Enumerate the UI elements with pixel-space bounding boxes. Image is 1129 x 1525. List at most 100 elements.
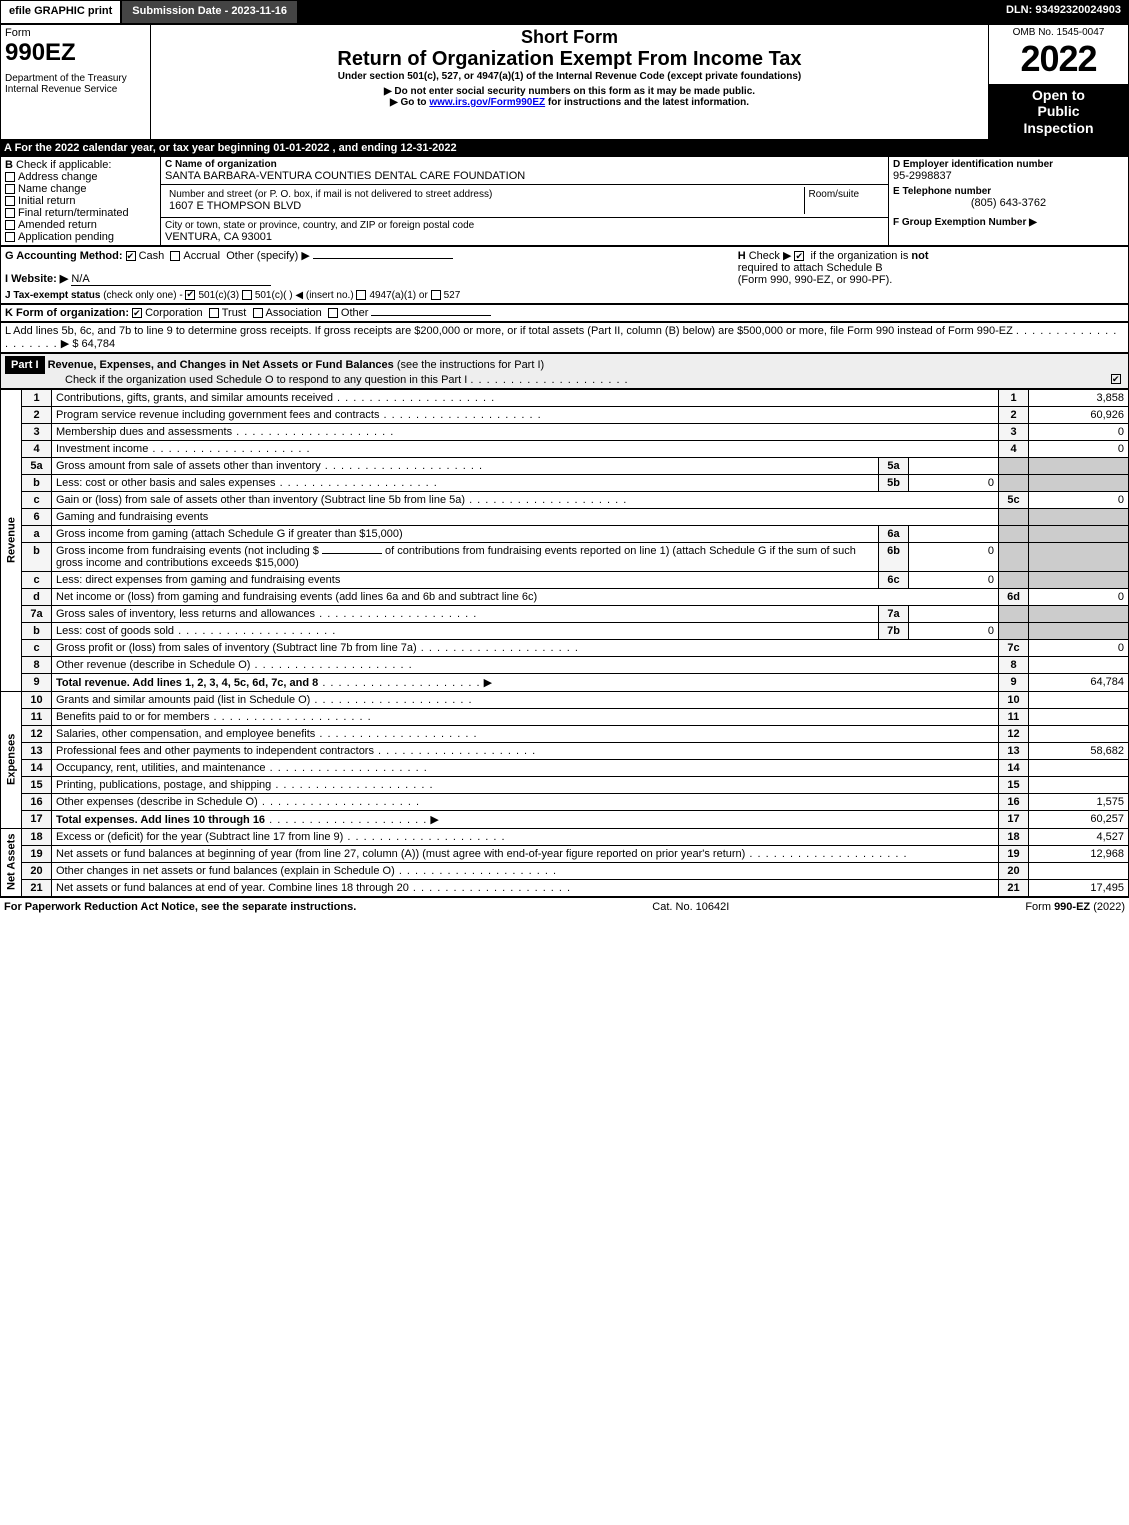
lines-table: Revenue 1 Contributions, gifts, grants, … xyxy=(0,389,1129,897)
form-number: 990EZ xyxy=(5,39,146,67)
b-item-label-0: Address change xyxy=(18,171,98,183)
part1-check-text: Check if the organization used Schedule … xyxy=(65,374,467,386)
line-5b-boxvalue: 0 xyxy=(909,474,999,491)
part1-header: Part I Revenue, Expenses, and Changes in… xyxy=(0,353,1129,389)
c-name-label: C Name of organization xyxy=(165,159,884,170)
527-label: 527 xyxy=(444,290,461,301)
line-19-value: 12,968 xyxy=(1029,845,1129,862)
line-11-num: 11 xyxy=(22,708,52,725)
line-7c-value: 0 xyxy=(1029,639,1129,656)
b-checkbox-0[interactable] xyxy=(5,172,15,182)
b-checkbox-5[interactable] xyxy=(5,232,15,242)
accrual-label: Accrual xyxy=(183,250,220,262)
k-row: K Form of organization: Corporation Trus… xyxy=(0,304,1129,322)
line-6b-text1: Gross income from fundraising events (no… xyxy=(56,545,319,557)
part1-badge: Part I xyxy=(5,356,45,374)
line-7a-text: Gross sales of inventory, less returns a… xyxy=(56,608,315,620)
no-ssn-warning: ▶ Do not enter social security numbers o… xyxy=(155,86,984,97)
b-item-5: Application pending xyxy=(5,231,156,243)
b-label: B xyxy=(5,159,13,171)
d-ein: 95-2998837 xyxy=(893,170,1124,182)
4947-checkbox[interactable] xyxy=(356,290,366,300)
line-18-refnum: 18 xyxy=(999,828,1029,845)
assoc-checkbox[interactable] xyxy=(253,308,263,318)
line-15-text: Printing, publications, postage, and shi… xyxy=(56,779,271,791)
line-10-text: Grants and similar amounts paid (list in… xyxy=(56,694,310,706)
line-7a-boxvalue xyxy=(909,605,999,622)
goto-instructions: ▶ Go to www.irs.gov/Form990EZ for instru… xyxy=(155,97,984,108)
501c-label: 501(c)( ) xyxy=(255,290,293,301)
b-checkbox-3[interactable] xyxy=(5,208,15,218)
line-7c-refnum: 7c xyxy=(999,639,1029,656)
line-5b-box: 5b xyxy=(879,474,909,491)
footer-form-num: 990-EZ xyxy=(1054,901,1090,913)
line-18-text: Excess or (deficit) for the year (Subtra… xyxy=(56,831,343,843)
line-5a-box: 5a xyxy=(879,457,909,474)
line-5c-num: c xyxy=(22,491,52,508)
line-8-refnum: 8 xyxy=(999,656,1029,673)
c-city-label: City or town, state or province, country… xyxy=(165,220,884,231)
b-item-label-2: Initial return xyxy=(18,195,75,207)
trust-checkbox[interactable] xyxy=(209,308,219,318)
f-group-label: F Group Exemption Number ▶ xyxy=(893,217,1124,228)
527-checkbox[interactable] xyxy=(431,290,441,300)
line-2-num: 2 xyxy=(22,406,52,423)
line-4-num: 4 xyxy=(22,440,52,457)
line-7b-text: Less: cost of goods sold xyxy=(56,625,174,637)
line-8-text: Other revenue (describe in Schedule O) xyxy=(56,659,250,671)
line-12-value xyxy=(1029,725,1129,742)
b-item-label-5: Application pending xyxy=(18,231,114,243)
h-text3: required to attach Schedule B xyxy=(738,262,883,274)
line-4-value: 0 xyxy=(1029,440,1129,457)
line-1-num: 1 xyxy=(22,389,52,406)
line-9-text: Total revenue. Add lines 1, 2, 3, 4, 5c,… xyxy=(56,677,318,689)
line-20-refnum: 20 xyxy=(999,862,1029,879)
line-6d-num: d xyxy=(22,588,52,605)
line-21-refnum: 21 xyxy=(999,879,1029,896)
line-19-text: Net assets or fund balances at beginning… xyxy=(56,848,745,860)
b-checkbox-1[interactable] xyxy=(5,184,15,194)
b-checkbox-4[interactable] xyxy=(5,220,15,230)
b-checkbox-2[interactable] xyxy=(5,196,15,206)
line-5a-boxvalue xyxy=(909,457,999,474)
d-ein-label: D Employer identification number xyxy=(893,159,1124,170)
omb-number: OMB No. 1545-0047 xyxy=(993,27,1124,38)
line-20-text: Other changes in net assets or fund bala… xyxy=(56,865,395,877)
line-16-refnum: 16 xyxy=(999,793,1029,810)
line-7a-box: 7a xyxy=(879,605,909,622)
corp-checkbox[interactable] xyxy=(132,308,142,318)
part1-schedule-o-checkbox[interactable] xyxy=(1111,374,1121,384)
i-website-label: I Website: ▶ xyxy=(5,273,68,285)
501c-checkbox[interactable] xyxy=(242,290,252,300)
line-6b-box: 6b xyxy=(879,542,909,571)
line-1-text: Contributions, gifts, grants, and simila… xyxy=(56,392,333,404)
501c3-checkbox[interactable] xyxy=(185,290,195,300)
line-7b-boxvalue: 0 xyxy=(909,622,999,639)
line-5b-text: Less: cost or other basis and sales expe… xyxy=(56,477,276,489)
line-17-text: Total expenses. Add lines 10 through 16 xyxy=(56,814,265,826)
efile-print-button[interactable]: efile GRAPHIC print xyxy=(0,0,121,24)
line-14-refnum: 14 xyxy=(999,759,1029,776)
line-8-num: 8 xyxy=(22,656,52,673)
cash-checkbox[interactable] xyxy=(126,251,136,261)
irs-link[interactable]: www.irs.gov/Form990EZ xyxy=(429,97,545,108)
org-name: SANTA BARBARA-VENTURA COUNTIES DENTAL CA… xyxy=(165,170,884,182)
submission-date: Submission Date - 2023-11-16 xyxy=(121,0,298,24)
other-org-checkbox[interactable] xyxy=(328,308,338,318)
revenue-section-label: Revenue xyxy=(1,389,22,691)
line-10-num: 10 xyxy=(22,691,52,708)
tax-year: 2022 xyxy=(993,38,1124,80)
line-5c-value: 0 xyxy=(1029,491,1129,508)
line-6c-boxvalue: 0 xyxy=(909,571,999,588)
b-item-0: Address change xyxy=(5,171,156,183)
part1-title: Revenue, Expenses, and Changes in Net As… xyxy=(48,359,394,371)
accrual-checkbox[interactable] xyxy=(170,251,180,261)
line-17-value: 60,257 xyxy=(1029,810,1129,828)
h-checkbox[interactable] xyxy=(794,251,804,261)
b-check-if: Check if applicable: xyxy=(16,159,111,171)
j-label: J Tax-exempt status xyxy=(5,290,100,301)
goto-post: for instructions and the latest informat… xyxy=(545,97,749,108)
line-19-refnum: 19 xyxy=(999,845,1029,862)
dln-number: DLN: 93492320024903 xyxy=(998,0,1129,24)
under-section: Under section 501(c), 527, or 4947(a)(1)… xyxy=(155,71,984,82)
